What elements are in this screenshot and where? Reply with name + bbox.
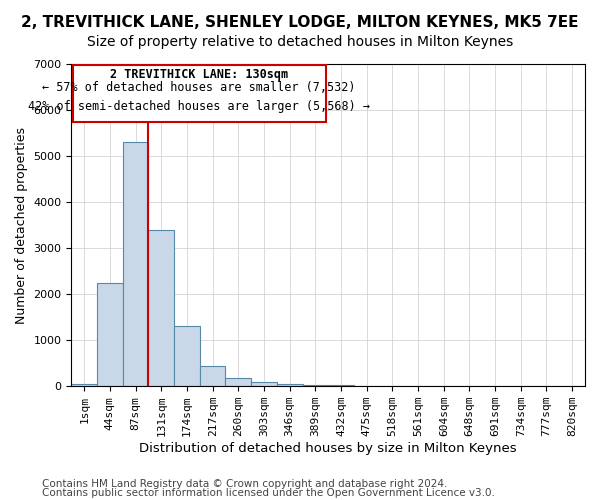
Y-axis label: Number of detached properties: Number of detached properties (15, 126, 28, 324)
Text: ← 57% of detached houses are smaller (7,532): ← 57% of detached houses are smaller (7,… (43, 82, 356, 94)
Text: 2, TREVITHICK LANE, SHENLEY LODGE, MILTON KEYNES, MK5 7EE: 2, TREVITHICK LANE, SHENLEY LODGE, MILTO… (21, 15, 579, 30)
Text: Contains HM Land Registry data © Crown copyright and database right 2024.: Contains HM Land Registry data © Crown c… (42, 479, 448, 489)
Bar (148, 230, 174, 386)
Text: Size of property relative to detached houses in Milton Keynes: Size of property relative to detached ho… (87, 35, 513, 49)
Bar (251, 382, 277, 386)
FancyBboxPatch shape (73, 65, 326, 122)
Bar (174, 326, 200, 386)
Text: 42% of semi-detached houses are larger (5,568) →: 42% of semi-detached houses are larger (… (28, 100, 370, 113)
Bar (302, 385, 328, 386)
X-axis label: Distribution of detached houses by size in Milton Keynes: Distribution of detached houses by size … (139, 442, 517, 455)
Bar (71, 384, 97, 386)
Bar (226, 378, 251, 386)
Text: 2 TREVITHICK LANE: 130sqm: 2 TREVITHICK LANE: 130sqm (110, 68, 288, 80)
Text: Contains public sector information licensed under the Open Government Licence v3: Contains public sector information licen… (42, 488, 495, 498)
Bar (200, 366, 226, 386)
Bar (97, 282, 123, 386)
Bar (123, 142, 148, 386)
Bar (277, 384, 302, 386)
